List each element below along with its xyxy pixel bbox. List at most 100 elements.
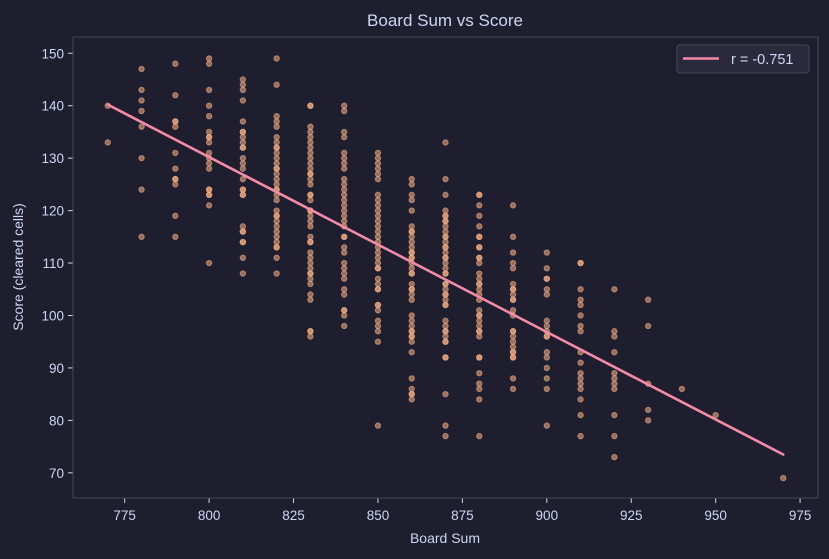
data-point (273, 81, 280, 88)
data-point (644, 296, 652, 303)
data-point (476, 202, 483, 209)
y-tick-label: 100 (41, 308, 64, 323)
x-axis-label: Board Sum (410, 530, 480, 546)
data-point (374, 154, 382, 162)
data-point (476, 333, 483, 340)
data-point (340, 291, 348, 298)
y-tick-label: 140 (41, 99, 64, 114)
data-point (273, 144, 280, 151)
data-point (408, 233, 415, 241)
data-point (307, 196, 314, 204)
data-point (307, 275, 314, 282)
data-point (442, 217, 449, 225)
data-point (374, 301, 382, 309)
data-point (205, 112, 213, 120)
data-point (307, 133, 314, 141)
data-point (509, 328, 517, 335)
data-point (577, 411, 584, 419)
data-point (611, 375, 618, 382)
data-point (273, 118, 280, 125)
data-point (408, 181, 415, 188)
data-point (138, 233, 145, 241)
data-point (307, 191, 314, 199)
data-point (340, 191, 348, 199)
data-point (239, 270, 247, 277)
data-point (543, 375, 551, 382)
data-point (509, 259, 517, 267)
data-point (374, 212, 382, 220)
data-point (577, 286, 584, 293)
data-point (205, 133, 213, 141)
data-point (138, 65, 145, 73)
data-point (577, 385, 584, 393)
data-point (307, 149, 314, 157)
data-point (205, 186, 213, 193)
data-point (408, 291, 415, 298)
data-point (577, 375, 584, 382)
data-point (408, 333, 415, 340)
data-point (205, 191, 213, 199)
data-point (509, 202, 517, 209)
data-point (442, 233, 449, 241)
x-tick-label: 925 (620, 508, 643, 523)
data-point (172, 165, 179, 172)
data-point (307, 123, 314, 130)
data-point (307, 217, 314, 225)
data-point (138, 154, 145, 162)
y-tick-label: 110 (42, 256, 64, 271)
data-point (273, 212, 280, 220)
data-point (374, 249, 382, 256)
data-point (442, 322, 449, 330)
data-point (374, 175, 382, 183)
data-point (307, 328, 314, 335)
data-point (476, 380, 483, 387)
data-point (172, 175, 179, 183)
data-point (239, 118, 247, 125)
data-point (239, 191, 247, 199)
x-tick-label: 875 (451, 508, 474, 523)
data-point (340, 154, 348, 162)
data-point (340, 133, 348, 141)
data-point (509, 375, 517, 382)
data-point (273, 196, 280, 204)
data-point (205, 55, 213, 62)
data-point (340, 175, 348, 183)
data-point (476, 244, 483, 251)
data-point (408, 322, 415, 330)
data-point (273, 223, 280, 230)
data-point (408, 338, 415, 345)
data-point (205, 259, 213, 267)
data-point (205, 128, 213, 136)
data-point (239, 165, 247, 172)
data-point (205, 60, 213, 67)
data-point (340, 212, 348, 220)
data-point (307, 175, 314, 183)
data-point (408, 328, 415, 335)
data-point (509, 291, 517, 298)
data-point (205, 86, 213, 94)
data-point (577, 432, 584, 440)
data-point (374, 165, 382, 172)
data-point (408, 390, 415, 398)
data-point (307, 238, 314, 246)
data-point (678, 385, 686, 393)
data-point (476, 223, 483, 230)
data-point (543, 385, 551, 393)
data-point (138, 123, 145, 130)
data-point (307, 160, 314, 167)
data-point (273, 123, 280, 130)
x-tick-label: 800 (198, 508, 221, 523)
data-point (340, 160, 348, 167)
data-point (374, 217, 382, 225)
data-point (205, 139, 213, 146)
data-point (442, 265, 449, 272)
data-point (374, 170, 382, 178)
data-point (172, 123, 179, 130)
axis-ticks: 775 800 825 850 875 900 925 950 975 70 80 90 100 110 1… (41, 46, 811, 523)
data-point (340, 312, 348, 319)
data-point (611, 286, 618, 293)
data-point (577, 328, 584, 335)
data-point (712, 411, 719, 419)
data-point (374, 191, 382, 199)
data-point (374, 322, 382, 330)
